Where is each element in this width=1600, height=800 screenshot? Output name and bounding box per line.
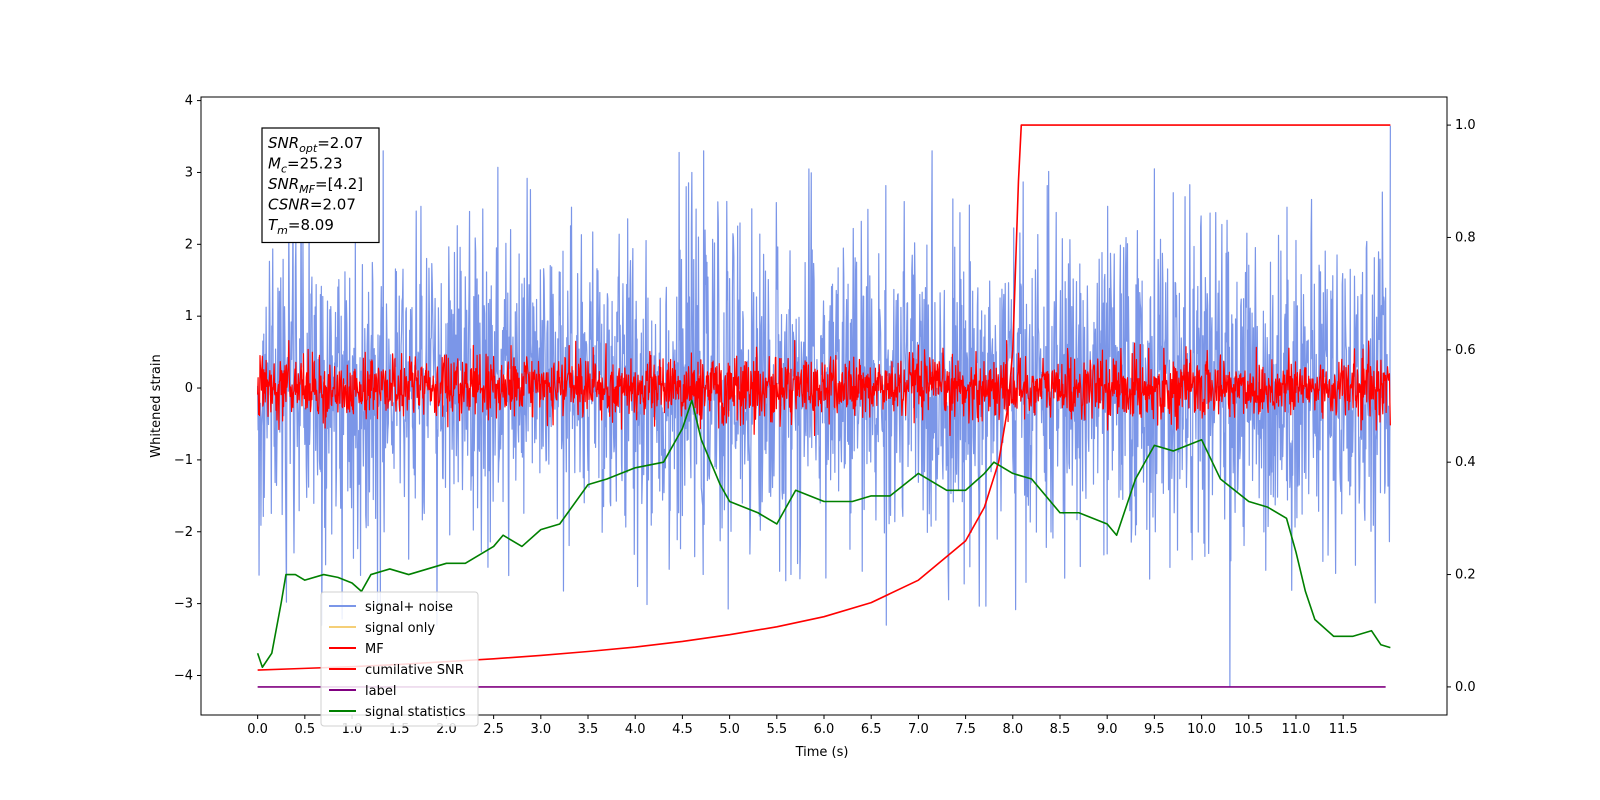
x-tick-label: 5.5 [766,722,787,737]
y2-tick-label: 0.0 [1455,680,1476,695]
annotation-value: =2.07 [317,134,363,152]
legend-entry-label: label [365,684,396,699]
y-axis-left: 4 3 2 1 0 −1 −2 −3 −4 [174,94,201,683]
annotation-value: =25.23 [287,155,343,173]
y-tick-label: −4 [174,668,193,683]
series-line-signal-noise [257,125,1391,687]
annotation-line: Tm=8.09 [268,216,334,237]
series-line-signal-statistics [256,399,1391,669]
legend-entry-label: cumilative SNR [365,663,464,678]
x-tick-label: 9.5 [1144,722,1165,737]
annotation-line: Mc=25.23 [268,155,343,176]
y-tick-label: 2 [185,237,193,252]
x-tick-label: 10.0 [1187,722,1216,737]
y-tick-label: −3 [174,597,193,612]
y-tick-label: 0 [185,381,193,396]
x-tick-label: 3.0 [530,722,551,737]
x-tick-label: 9.0 [1097,722,1118,737]
x-tick-label: 8.5 [1050,722,1071,737]
y-tick-label: 1 [185,309,193,324]
y2-tick-label: 0.6 [1455,343,1476,358]
annotation-base: SNR [268,175,299,193]
annotation-frame [261,127,380,244]
annotation-base: CSNR [268,196,310,214]
legend-entry-label: signal statistics [365,705,466,720]
annotation-subscript: m [277,224,288,237]
annotation-line: SNRopt=2.07 [268,134,363,155]
x-tick-label: 0.0 [247,722,268,737]
x-tick-label: 10.5 [1234,722,1263,737]
annotation-line: CSNR=2.07 [268,196,356,214]
x-tick-label: 11.0 [1281,722,1310,737]
x-tick-label: 4.5 [672,722,693,737]
y-tick-label: −1 [174,453,193,468]
annotation-subscript: c [281,163,287,176]
y-tick-label: 3 [185,165,193,180]
x-tick-label: 5.0 [719,722,740,737]
series-line-mf [257,340,1391,437]
annotation-value: =8.09 [288,216,334,234]
annotation-value: =2.07 [310,196,356,214]
x-tick-label: 0.5 [294,722,315,737]
y-tick-label: 4 [185,94,193,109]
legend-entry-label: MF [365,642,384,657]
y2-tick-label: 1.0 [1455,118,1476,133]
x-tick-label: 6.0 [814,722,835,737]
y-axis-label: Whitened strain [149,354,164,457]
x-tick-label: 8.0 [1002,722,1023,737]
x-tick-label: 7.0 [908,722,929,737]
legend-frame [320,591,479,727]
x-tick-label: 7.5 [955,722,976,737]
annotation-line: SNRMF=[4.2] [268,175,363,196]
y-tick-label: −2 [174,525,193,540]
y2-tick-label: 0.4 [1455,455,1476,470]
annotation-value: =[4.2] [315,175,363,193]
annotation-subscript: opt [299,142,318,155]
legend-entry-label: signal+ noise [365,600,453,615]
x-tick-label: 4.0 [625,722,646,737]
y2-tick-label: 0.8 [1455,230,1476,245]
x-tick-label: 6.5 [861,722,882,737]
y2-tick-label: 0.2 [1455,568,1476,583]
stats-annotation-box: SNRopt=2.07Mc=25.23SNRMF=[4.2]CSNR=2.07T… [261,127,380,244]
x-tick-label: 2.5 [483,722,504,737]
annotation-subscript: MF [299,183,315,196]
legend: signal+ noise signal only MF cumilative SNR… [320,591,479,727]
y-axis-right: 1.0 0.8 0.6 0.4 0.2 0.0 [1447,118,1476,695]
legend-entry-label: signal only [365,621,435,636]
series-line-cumilative-snr [257,124,1391,671]
x-tick-label: 3.5 [578,722,599,737]
x-tick-label: 11.5 [1329,722,1358,737]
x-axis-label: Time (s) [795,745,849,760]
annotation-base: M [268,155,281,173]
annotation-base: T [268,216,279,234]
annotation-base: SNR [268,134,299,152]
